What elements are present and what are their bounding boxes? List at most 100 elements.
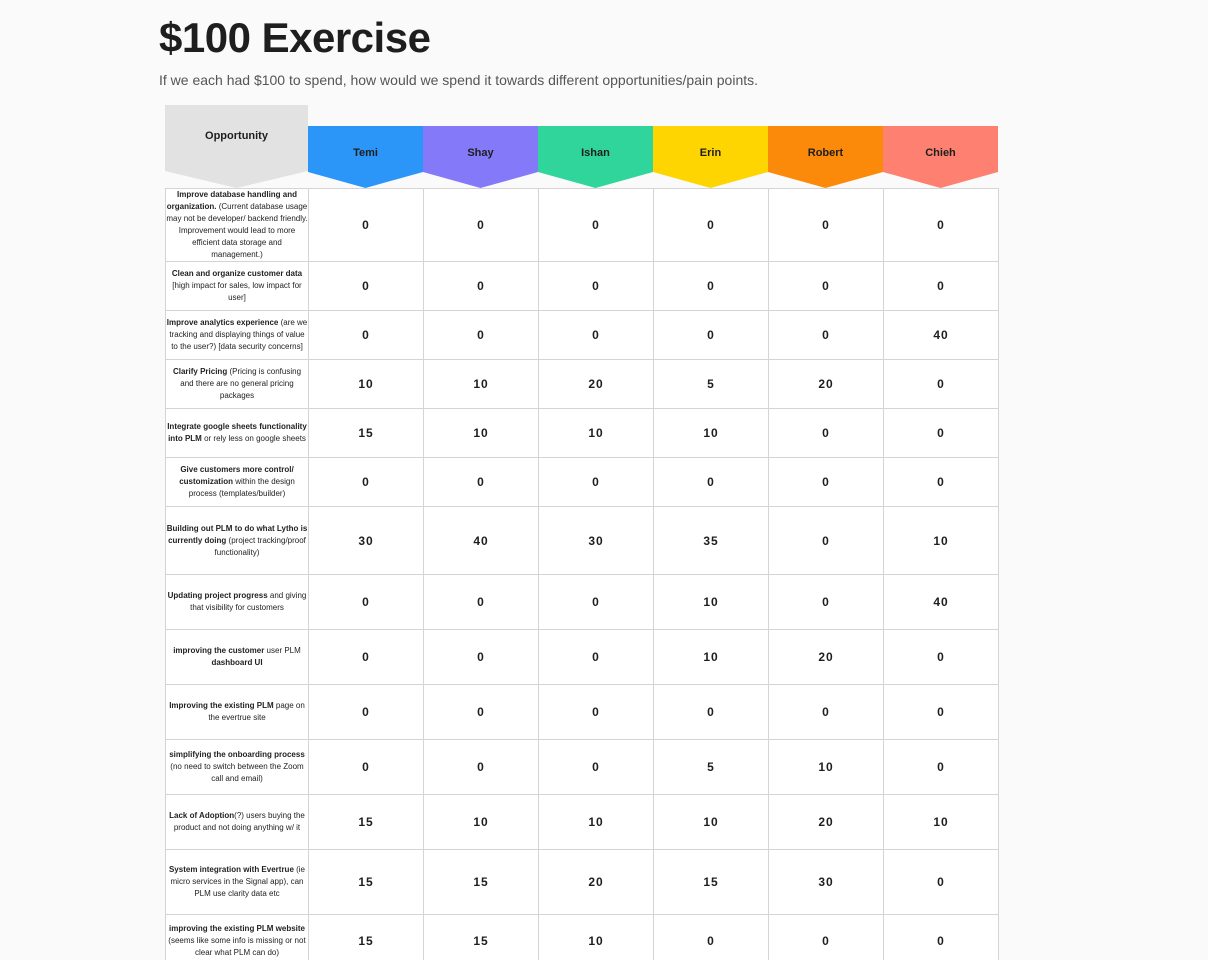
vote-cell-shay[interactable]: 0 xyxy=(424,262,539,311)
vote-cell-chieh[interactable]: 0 xyxy=(884,458,999,507)
vote-cell-erin[interactable]: 0 xyxy=(654,915,769,960)
vote-cell-shay[interactable]: 0 xyxy=(424,685,539,740)
vote-cell-erin[interactable]: 5 xyxy=(654,740,769,795)
opportunity-cell[interactable]: Integrate google sheets functionality in… xyxy=(166,409,309,458)
vote-cell-temi[interactable]: 10 xyxy=(309,360,424,409)
vote-cell-temi[interactable]: 0 xyxy=(309,262,424,311)
opportunity-cell[interactable]: Improving the existing PLM page on the e… xyxy=(166,685,309,740)
vote-cell-chieh[interactable]: 0 xyxy=(884,360,999,409)
vote-cell-chieh[interactable]: 40 xyxy=(884,311,999,360)
opportunity-cell[interactable]: Lack of Adoption(?) users buying the pro… xyxy=(166,795,309,850)
vote-cell-robert[interactable]: 0 xyxy=(769,507,884,575)
vote-cell-ishan[interactable]: 10 xyxy=(539,795,654,850)
vote-cell-ishan[interactable]: 30 xyxy=(539,507,654,575)
vote-cell-erin[interactable]: 0 xyxy=(654,685,769,740)
person-header-chieh[interactable]: Chieh xyxy=(883,126,998,188)
vote-cell-shay[interactable]: 0 xyxy=(424,575,539,630)
opportunity-cell[interactable]: Clarify Pricing (Pricing is confusing an… xyxy=(166,360,309,409)
vote-cell-robert[interactable]: 0 xyxy=(769,915,884,960)
vote-cell-shay[interactable]: 40 xyxy=(424,507,539,575)
vote-cell-erin[interactable]: 0 xyxy=(654,262,769,311)
vote-cell-ishan[interactable]: 0 xyxy=(539,262,654,311)
vote-cell-ishan[interactable]: 0 xyxy=(539,458,654,507)
opportunity-cell[interactable]: Updating project progress and giving tha… xyxy=(166,575,309,630)
vote-cell-chieh[interactable]: 40 xyxy=(884,575,999,630)
vote-cell-chieh[interactable]: 0 xyxy=(884,740,999,795)
vote-cell-erin[interactable]: 10 xyxy=(654,795,769,850)
vote-cell-chieh[interactable]: 0 xyxy=(884,630,999,685)
vote-cell-temi[interactable]: 0 xyxy=(309,630,424,685)
opportunity-cell[interactable]: simplifying the onboarding process (no n… xyxy=(166,740,309,795)
opportunity-cell[interactable]: System integration with Evertrue (ie mic… xyxy=(166,850,309,915)
vote-cell-temi[interactable]: 30 xyxy=(309,507,424,575)
opportunity-cell[interactable]: Building out PLM to do what Lytho is cur… xyxy=(166,507,309,575)
person-header-shay[interactable]: Shay xyxy=(423,126,538,188)
vote-cell-robert[interactable]: 0 xyxy=(769,262,884,311)
vote-cell-ishan[interactable]: 10 xyxy=(539,409,654,458)
person-header-robert[interactable]: Robert xyxy=(768,126,883,188)
vote-cell-temi[interactable]: 0 xyxy=(309,575,424,630)
vote-cell-chieh[interactable]: 10 xyxy=(884,795,999,850)
vote-cell-shay[interactable]: 0 xyxy=(424,740,539,795)
vote-cell-temi[interactable]: 0 xyxy=(309,458,424,507)
vote-cell-ishan[interactable]: 0 xyxy=(539,630,654,685)
vote-cell-shay[interactable]: 15 xyxy=(424,850,539,915)
vote-cell-robert[interactable]: 0 xyxy=(769,685,884,740)
vote-cell-chieh[interactable]: 0 xyxy=(884,409,999,458)
vote-cell-robert[interactable]: 20 xyxy=(769,360,884,409)
vote-cell-ishan[interactable]: 0 xyxy=(539,740,654,795)
vote-cell-robert[interactable]: 0 xyxy=(769,311,884,360)
vote-cell-ishan[interactable]: 0 xyxy=(539,575,654,630)
vote-cell-shay[interactable]: 0 xyxy=(424,189,539,262)
vote-cell-robert[interactable]: 0 xyxy=(769,189,884,262)
vote-cell-erin[interactable]: 10 xyxy=(654,575,769,630)
vote-cell-ishan[interactable]: 0 xyxy=(539,685,654,740)
vote-cell-temi[interactable]: 15 xyxy=(309,850,424,915)
vote-cell-erin[interactable]: 0 xyxy=(654,458,769,507)
vote-cell-temi[interactable]: 0 xyxy=(309,189,424,262)
vote-cell-ishan[interactable]: 10 xyxy=(539,915,654,960)
vote-cell-shay[interactable]: 10 xyxy=(424,360,539,409)
person-header-temi[interactable]: Temi xyxy=(308,126,423,188)
vote-cell-temi[interactable]: 15 xyxy=(309,409,424,458)
vote-cell-erin[interactable]: 5 xyxy=(654,360,769,409)
vote-cell-shay[interactable]: 0 xyxy=(424,311,539,360)
vote-cell-erin[interactable]: 35 xyxy=(654,507,769,575)
vote-cell-chieh[interactable]: 0 xyxy=(884,262,999,311)
vote-cell-shay[interactable]: 15 xyxy=(424,915,539,960)
person-header-ishan[interactable]: Ishan xyxy=(538,126,653,188)
vote-cell-temi[interactable]: 15 xyxy=(309,915,424,960)
vote-cell-shay[interactable]: 10 xyxy=(424,409,539,458)
vote-cell-chieh[interactable]: 0 xyxy=(884,685,999,740)
vote-cell-robert[interactable]: 20 xyxy=(769,630,884,685)
vote-cell-ishan[interactable]: 20 xyxy=(539,360,654,409)
vote-cell-erin[interactable]: 0 xyxy=(654,189,769,262)
person-header-erin[interactable]: Erin xyxy=(653,126,768,188)
vote-cell-chieh[interactable]: 0 xyxy=(884,850,999,915)
opportunity-cell[interactable]: Clean and organize customer data [high i… xyxy=(166,262,309,311)
vote-cell-robert[interactable]: 10 xyxy=(769,740,884,795)
vote-cell-robert[interactable]: 0 xyxy=(769,409,884,458)
opportunity-cell[interactable]: Improve analytics experience (are we tra… xyxy=(166,311,309,360)
vote-cell-erin[interactable]: 10 xyxy=(654,409,769,458)
vote-cell-erin[interactable]: 15 xyxy=(654,850,769,915)
vote-cell-chieh[interactable]: 0 xyxy=(884,189,999,262)
vote-cell-robert[interactable]: 20 xyxy=(769,795,884,850)
vote-cell-temi[interactable]: 0 xyxy=(309,311,424,360)
vote-cell-shay[interactable]: 0 xyxy=(424,630,539,685)
opportunity-cell[interactable]: Give customers more control/ customizati… xyxy=(166,458,309,507)
opportunity-header[interactable]: Opportunity xyxy=(165,105,308,188)
opportunity-cell[interactable]: improving the existing PLM website (seem… xyxy=(166,915,309,960)
vote-cell-ishan[interactable]: 0 xyxy=(539,311,654,360)
vote-cell-robert[interactable]: 0 xyxy=(769,458,884,507)
vote-cell-robert[interactable]: 0 xyxy=(769,575,884,630)
opportunity-cell[interactable]: Improve database handling and organizati… xyxy=(166,189,309,262)
vote-cell-temi[interactable]: 15 xyxy=(309,795,424,850)
vote-cell-shay[interactable]: 10 xyxy=(424,795,539,850)
vote-cell-ishan[interactable]: 0 xyxy=(539,189,654,262)
vote-cell-temi[interactable]: 0 xyxy=(309,740,424,795)
vote-cell-chieh[interactable]: 0 xyxy=(884,915,999,960)
opportunity-cell[interactable]: improving the customer user PLM dashboar… xyxy=(166,630,309,685)
vote-cell-erin[interactable]: 10 xyxy=(654,630,769,685)
vote-cell-shay[interactable]: 0 xyxy=(424,458,539,507)
